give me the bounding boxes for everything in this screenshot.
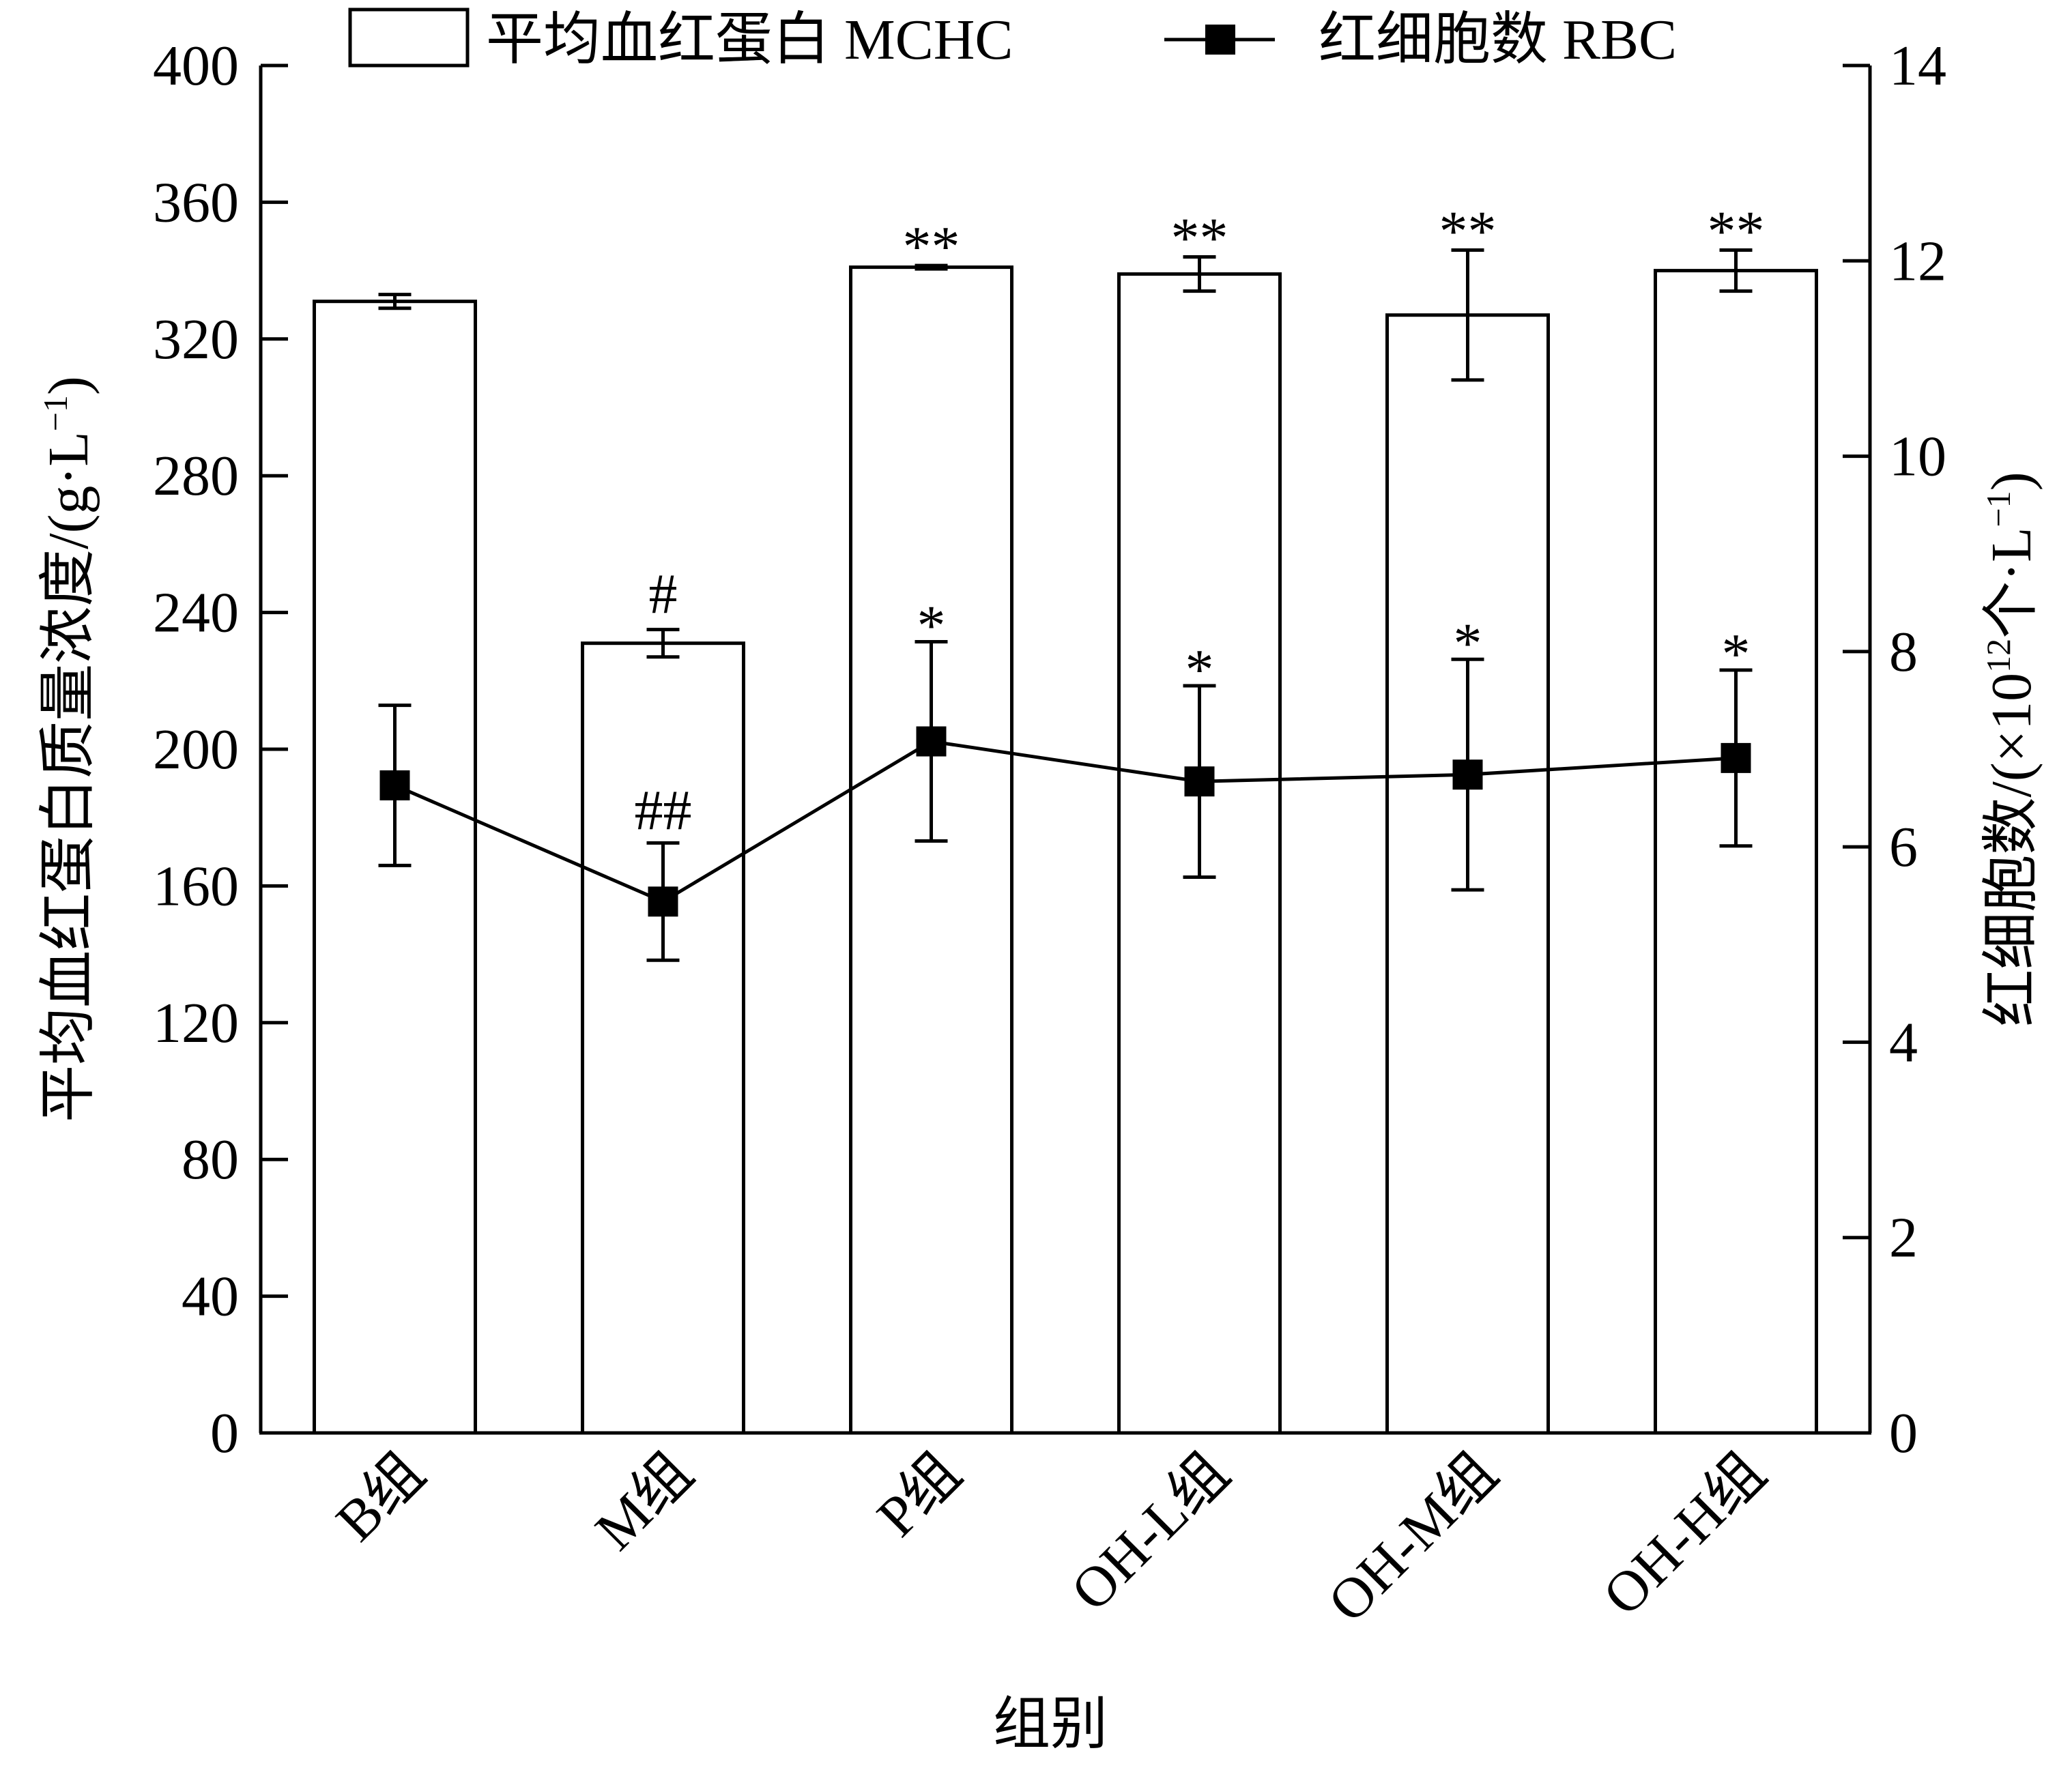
y-axis-title-sup: −1	[36, 395, 74, 431]
rbc-series: ## * * * *	[378, 594, 1753, 962]
y-tick-label: 120	[153, 991, 239, 1055]
rbc-significance-label: *	[1722, 622, 1751, 686]
rbc-significance-label: *	[1185, 638, 1214, 701]
x-axis-title: 组别	[993, 1693, 1108, 1756]
y2-tick-label: 12	[1889, 229, 1946, 293]
y2-tick-label: 10	[1889, 425, 1946, 489]
y2-tick-label: 0	[1889, 1402, 1918, 1465]
y-tick-label: 160	[153, 854, 239, 918]
rbc-point	[379, 770, 410, 800]
x-axis-ticks: B组 M组 P组 OH-L组 OH-M组 OH-H组	[324, 1441, 1778, 1635]
left-axis-ticks: 0 40 80 120 160 200 240 280 320 360 400	[153, 34, 288, 1465]
rbc-point	[648, 886, 678, 917]
x-tick-label: M组	[584, 1441, 705, 1563]
mchc-bar	[849, 265, 1013, 1435]
rbc-significance-label: *	[917, 594, 946, 658]
y-tick-label: 360	[153, 171, 239, 234]
y2-axis-title-main: 红细胞数/(×10	[1980, 673, 2043, 1027]
y2-tick-label: 6	[1889, 815, 1918, 879]
x-tick-label: OH-L组	[1059, 1441, 1241, 1623]
mchc-significance-label: **	[903, 215, 960, 278]
y-tick-label: 400	[153, 34, 239, 98]
y-axis-title-main: 平均血红蛋白质量浓度/(g·L	[37, 431, 100, 1122]
right-axis-ticks: 0 2 4 6 8 10 12 14	[1843, 34, 1946, 1465]
y-tick-label: 280	[153, 444, 239, 508]
y-tick-label: 240	[153, 581, 239, 645]
y2-axis-title-sup2: −1	[1979, 491, 2017, 527]
y-tick-label: 40	[182, 1265, 239, 1329]
mchc-significance-label: **	[1439, 200, 1497, 263]
x-tick-label: OH-M组	[1316, 1441, 1510, 1635]
x-tick-label: P组	[865, 1441, 973, 1549]
rbc-point	[916, 726, 947, 757]
mchc-significance-label: **	[1171, 207, 1228, 270]
y2-tick-label: 2	[1889, 1206, 1918, 1270]
mchc-bar	[313, 300, 477, 1435]
y2-axis-title: 红细胞数/(×1012个·L−1)	[1979, 471, 2043, 1026]
y-tick-label: 0	[210, 1402, 239, 1465]
legend-line-label: 红细胞数 RBC	[1319, 8, 1677, 72]
x-tick-label: B组	[324, 1441, 437, 1554]
y2-tick-label: 4	[1889, 1011, 1918, 1074]
legend: 平均血红蛋白 MCHC 红细胞数 RBC	[348, 8, 1677, 72]
legend-line-marker	[1205, 25, 1235, 55]
legend-bar-swatch	[348, 8, 470, 68]
rbc-point	[1452, 759, 1483, 790]
x-tick-label: OH-H组	[1591, 1441, 1778, 1628]
y-tick-label: 200	[153, 718, 239, 781]
legend-bar-label: 平均血红蛋白 MCHC	[486, 8, 1013, 72]
y-tick-label: 80	[182, 1128, 239, 1191]
rbc-point	[1184, 766, 1215, 797]
plot-frame	[259, 66, 1872, 1435]
mchc-significance-label: #	[649, 563, 678, 626]
rbc-line	[394, 739, 1736, 904]
y-tick-label: 320	[153, 308, 239, 371]
y2-axis-title-sup1: 12	[1979, 639, 2017, 673]
rbc-point	[1721, 742, 1751, 773]
mchc-bar	[581, 641, 745, 1435]
y-axis-title-close: )	[37, 376, 100, 395]
y2-tick-label: 8	[1889, 620, 1918, 684]
rbc-significance-label: *	[1454, 611, 1482, 675]
rbc-significance-label: ##	[635, 779, 692, 842]
y2-axis-title-mid: 个·L	[1980, 527, 2043, 639]
mchc-bars: #** ** ** **	[313, 200, 1818, 1435]
mchc-significance-label: **	[1708, 200, 1765, 263]
y2-axis-title-close: )	[1980, 471, 2043, 491]
mchc-bar	[1654, 269, 1818, 1435]
y-axis-title: 平均血红蛋白质量浓度/(g·L−1)	[36, 376, 100, 1122]
y2-tick-label: 14	[1889, 34, 1946, 98]
